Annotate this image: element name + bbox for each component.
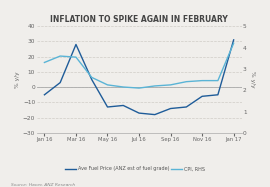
Ave Fuel Price (ANZ est of fuel grade) — [90, 78, 93, 81]
Line: Ave Fuel Price (ANZ est of fuel grade): Ave Fuel Price (ANZ est of fuel grade) — [45, 40, 234, 115]
CPI, RHS — [232, 42, 235, 44]
Ave Fuel Price (ANZ est of fuel grade) — [232, 39, 235, 41]
CPI, RHS — [137, 87, 141, 89]
CPI, RHS — [43, 61, 46, 64]
CPI, RHS — [169, 84, 172, 86]
CPI, RHS — [122, 86, 125, 88]
CPI, RHS — [216, 79, 220, 82]
Line: CPI, RHS: CPI, RHS — [45, 43, 234, 88]
Y-axis label: % y/y: % y/y — [15, 71, 20, 88]
Ave Fuel Price (ANZ est of fuel grade) — [43, 94, 46, 96]
CPI, RHS — [153, 85, 156, 87]
Ave Fuel Price (ANZ est of fuel grade) — [122, 104, 125, 107]
CPI, RHS — [90, 76, 93, 79]
Ave Fuel Price (ANZ est of fuel grade) — [216, 94, 220, 96]
Y-axis label: % y/y: % y/y — [250, 71, 255, 88]
CPI, RHS — [74, 56, 77, 58]
CPI, RHS — [106, 84, 109, 86]
CPI, RHS — [59, 55, 62, 57]
Ave Fuel Price (ANZ est of fuel grade) — [59, 82, 62, 84]
Ave Fuel Price (ANZ est of fuel grade) — [153, 114, 156, 116]
Text: Source: Haver, ANZ Research: Source: Haver, ANZ Research — [11, 183, 75, 187]
Ave Fuel Price (ANZ est of fuel grade) — [137, 112, 141, 114]
Ave Fuel Price (ANZ est of fuel grade) — [169, 107, 172, 110]
Ave Fuel Price (ANZ est of fuel grade) — [201, 95, 204, 97]
CPI, RHS — [201, 79, 204, 82]
Legend: Ave Fuel Price (ANZ est of fuel grade), CPI, RHS: Ave Fuel Price (ANZ est of fuel grade), … — [63, 164, 207, 173]
Ave Fuel Price (ANZ est of fuel grade) — [185, 106, 188, 108]
Ave Fuel Price (ANZ est of fuel grade) — [74, 43, 77, 46]
Title: INFLATION TO SPIKE AGAIN IN FEBRUARY: INFLATION TO SPIKE AGAIN IN FEBRUARY — [50, 15, 228, 24]
CPI, RHS — [185, 81, 188, 83]
Ave Fuel Price (ANZ est of fuel grade) — [106, 106, 109, 108]
